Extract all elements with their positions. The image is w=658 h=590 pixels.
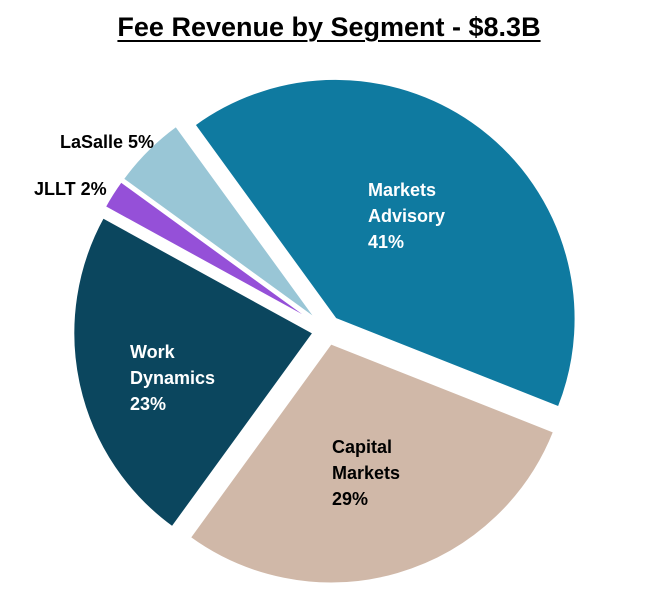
pie-slice-lasalle [121,124,318,321]
slice-label-work-dynamics: Work Dynamics 23% [130,342,215,414]
pie-slice-markets-advisory [193,77,577,409]
slice-label-jllt: JLLT 2% [34,179,107,199]
chart-title: Fee Revenue by Segment - $8.3B [117,12,541,42]
slice-label-lasalle: LaSalle 5% [60,132,154,152]
slice-label-capital-markets: Capital Markets 29% [332,437,400,509]
pie-slice-jllt [103,180,316,324]
pie-slice-capital-markets [188,342,556,585]
slice-label-markets-advisory: Markets Advisory 41% [368,180,445,252]
pie-slice-work-dynamics [72,216,315,529]
